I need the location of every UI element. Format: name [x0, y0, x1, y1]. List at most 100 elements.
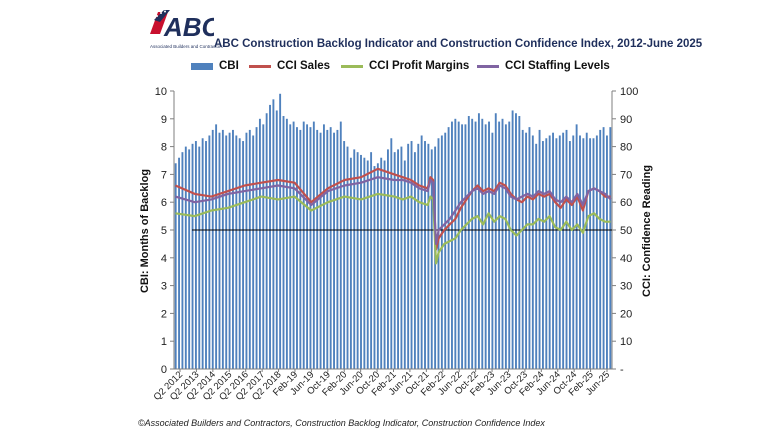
cbi-bar — [363, 157, 366, 369]
cbi-bar — [461, 124, 464, 369]
cbi-bar — [595, 135, 598, 369]
cbi-bar — [498, 121, 501, 369]
cbi-bar — [535, 143, 538, 369]
cbi-bar — [565, 129, 568, 369]
cbi-bar — [221, 129, 224, 369]
cbi-bar — [275, 110, 278, 370]
y-axis-left-ticks: 0 1 2 3 4 5 6 7 8 9 10 — [155, 86, 174, 376]
cbi-bar — [538, 129, 541, 369]
cbi-bar — [552, 132, 554, 369]
legend-swatch-cbi — [191, 62, 213, 70]
cbi-bar — [333, 132, 335, 369]
legend-item-cci-sales: CCI Sales — [249, 60, 330, 72]
legend-item-cci-profit: CCI Profit Margins — [341, 60, 469, 72]
cbi-bar — [387, 149, 389, 369]
cbi-bar — [191, 143, 194, 369]
y-right-tick-label: 20 — [620, 308, 632, 320]
cbi-bar — [390, 138, 393, 369]
cbi-bar — [319, 132, 322, 369]
y-right-tick-label: 40 — [620, 253, 632, 265]
cbi-bar — [521, 129, 524, 369]
cbi-bar — [427, 143, 430, 369]
cbi-bar — [541, 141, 544, 369]
abc-logo-mark: ABC — [150, 10, 214, 42]
y-left-tick-label: 9 — [161, 114, 167, 126]
cbi-bar — [417, 143, 420, 369]
cbi-bar — [400, 146, 403, 369]
abc-logo: ABC Associated Builders and Contractors — [140, 6, 223, 54]
cbi-bar — [501, 118, 504, 369]
cbi-bar — [336, 129, 339, 369]
cbi-bar — [548, 135, 551, 369]
cbi-bar — [302, 121, 305, 369]
legend-label-cci-staffing: CCI Staffing Levels — [505, 60, 610, 72]
cbi-bar — [205, 141, 207, 369]
cbi-bar — [322, 124, 325, 369]
cbi-bar — [225, 135, 228, 369]
cbi-bar — [579, 135, 581, 369]
cbi-bar — [262, 124, 265, 369]
y-right-tick-label: 10 — [620, 336, 632, 348]
cbi-bar — [373, 166, 376, 369]
legend-swatch-cci-staffing — [477, 64, 499, 68]
y-left-tick-label: 10 — [155, 86, 167, 98]
y-right-tick-label: 100 — [620, 86, 638, 98]
cbi-bar — [474, 121, 477, 369]
y-right-tick-label: 80 — [620, 142, 632, 154]
cbi-bar — [413, 152, 416, 369]
cbi-bar — [258, 118, 261, 369]
y-left-tick-label: 4 — [161, 253, 167, 265]
cbi-bar — [545, 138, 548, 369]
cbi-bar — [494, 113, 497, 370]
y-left-tick-label: 1 — [161, 336, 167, 348]
cbi-bar — [292, 121, 295, 369]
y-left-tick-label: 7 — [161, 169, 167, 181]
cbi-bar — [424, 141, 426, 369]
chart-title: ABC Construction Backlog Indicator and C… — [214, 38, 703, 50]
cbi-bar — [403, 160, 406, 369]
cci-sales-line — [174, 167, 611, 251]
cbi-bar — [211, 129, 214, 369]
cbi-bar — [326, 129, 329, 369]
cbi-bar — [440, 135, 443, 369]
legend-item-cci-staffing: CCI Staffing Levels — [477, 60, 610, 72]
cbi-bar — [430, 149, 433, 369]
cbi-bar — [558, 135, 561, 369]
y-left-tick-label: 3 — [161, 281, 167, 293]
cbi-bar — [242, 141, 245, 369]
cbi-bar — [525, 132, 528, 369]
cbi-bar — [194, 141, 197, 369]
legend-swatch-cci-sales — [249, 64, 271, 68]
cbi-bar — [393, 152, 396, 369]
cbi-bar — [282, 116, 285, 370]
cbi-bar — [609, 127, 612, 369]
y-left-tick-label: 5 — [161, 225, 167, 237]
cbi-bar — [518, 116, 521, 370]
cbi-bar — [309, 127, 312, 369]
cbi-bar — [572, 135, 575, 369]
y-left-tick-label: 8 — [161, 142, 167, 154]
cbi-bar — [198, 146, 201, 369]
cbi-bar — [508, 121, 511, 369]
cbi-bar — [252, 135, 255, 369]
cbi-bar — [444, 132, 447, 369]
cbi-bar — [329, 127, 332, 369]
cbi-bar — [312, 121, 315, 369]
cbi-bar — [575, 124, 578, 369]
legend-item-cbi: CBI — [191, 60, 239, 72]
legend-swatch-cci-profit — [341, 64, 363, 68]
cci-lines — [174, 167, 612, 265]
y-axis-right-ticks: - 10 20 30 40 50 60 70 80 90 100 — [612, 86, 638, 376]
cbi-bars — [174, 93, 612, 370]
cbi-bar — [484, 124, 487, 369]
cbi-bar — [181, 152, 184, 369]
legend-label-cci-sales: CCI Sales — [277, 60, 331, 72]
cbi-bar — [299, 129, 302, 369]
y-right-tick-label: 90 — [620, 114, 632, 126]
cbi-bar — [464, 124, 467, 369]
cbi-bar — [407, 143, 410, 369]
cbi-bar — [602, 127, 605, 369]
cbi-bar — [343, 141, 346, 369]
cbi-bar — [248, 129, 251, 369]
